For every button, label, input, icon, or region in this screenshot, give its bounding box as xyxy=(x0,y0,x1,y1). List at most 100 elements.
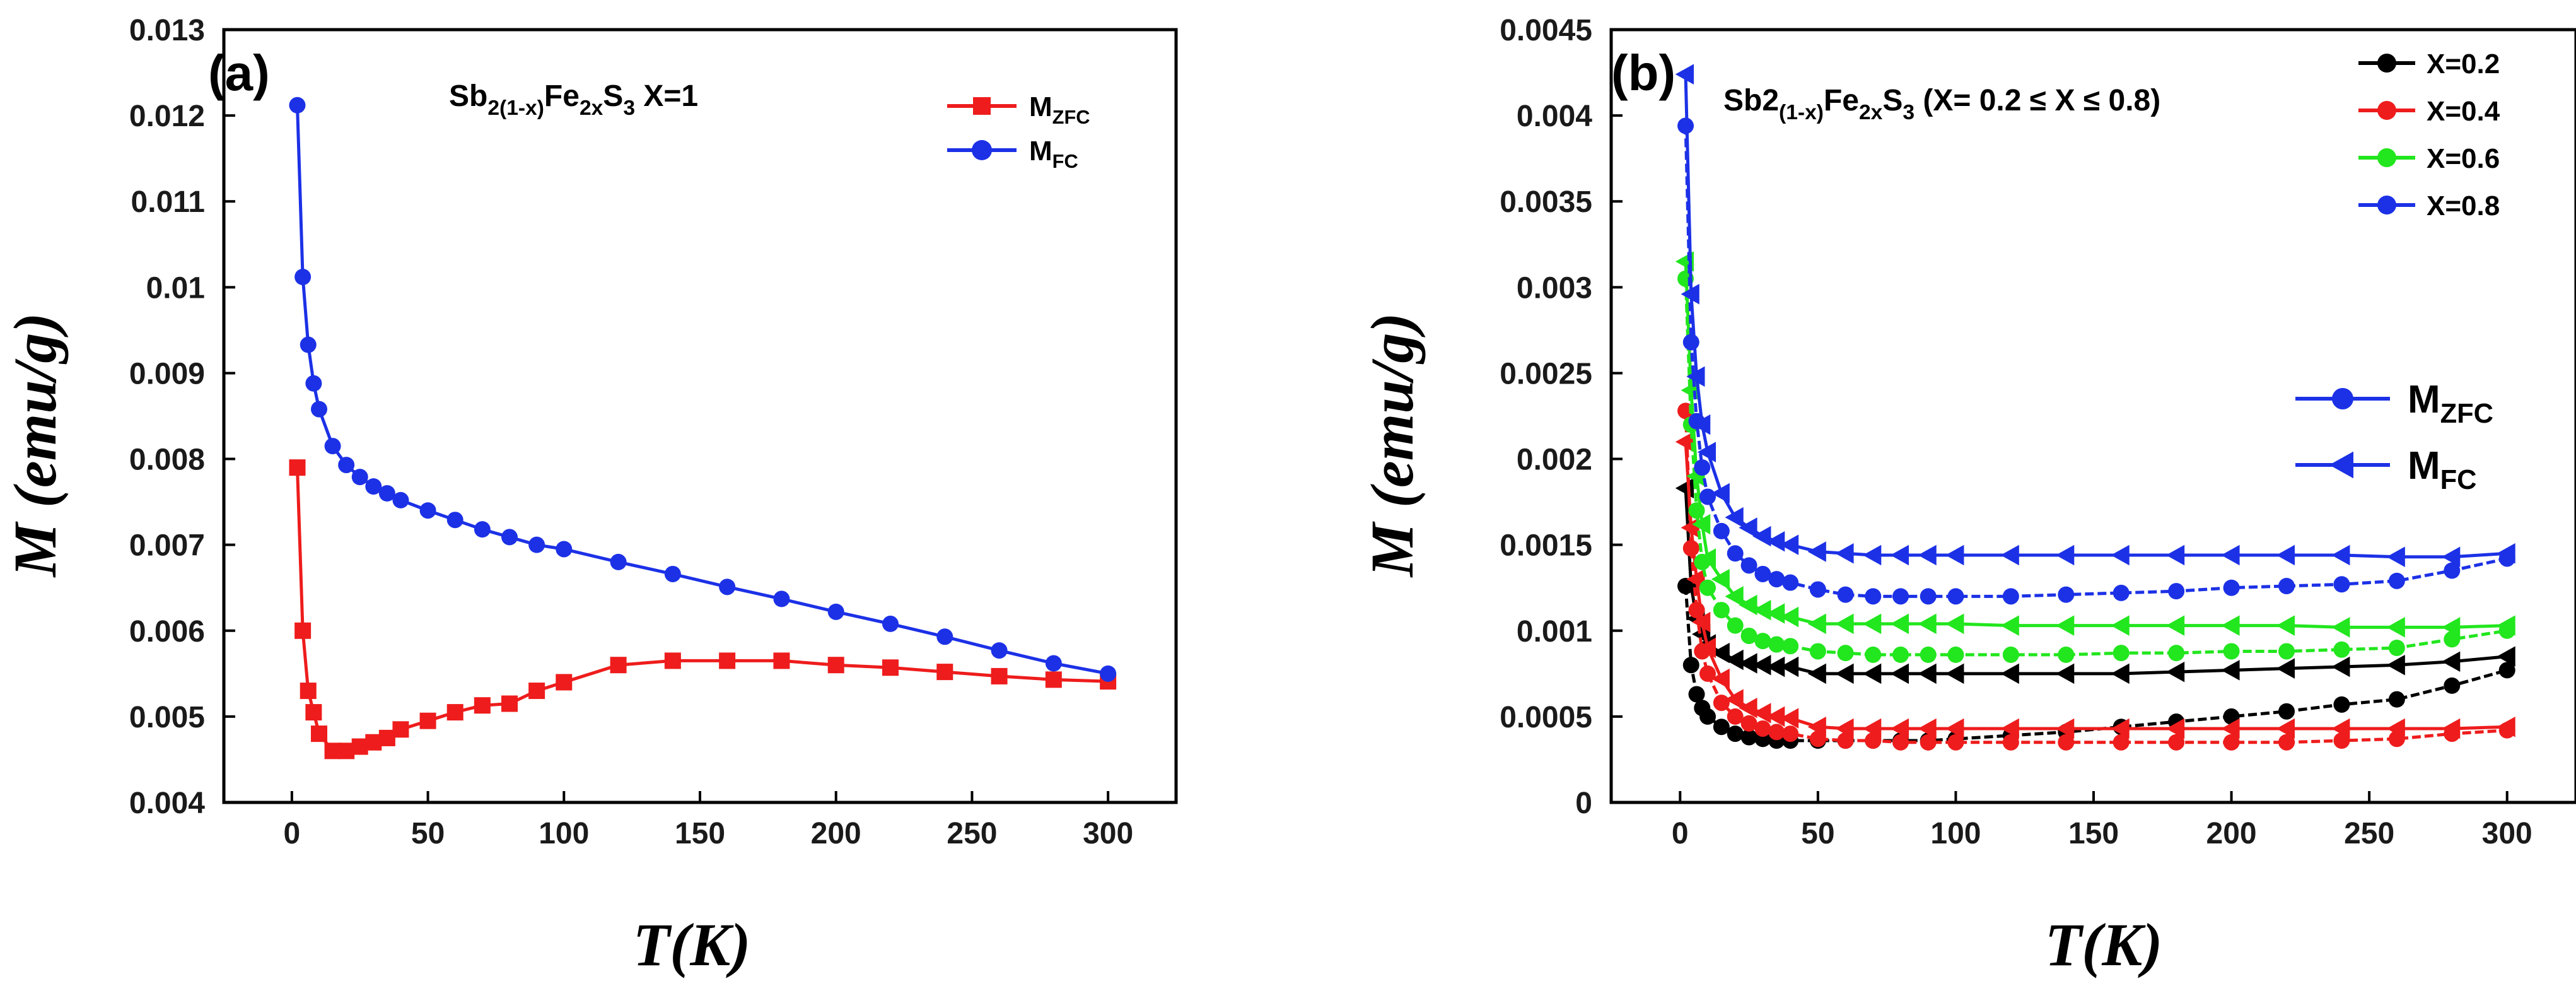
panel-b-data-point xyxy=(1713,602,1730,619)
legend-marker xyxy=(2377,101,2396,120)
panel-a-legend: MZFC MFC xyxy=(947,91,1090,172)
panel-b-data-point xyxy=(2276,718,2295,739)
panel-b-data-point xyxy=(1766,656,1785,678)
panel-b-data-point xyxy=(1890,613,1909,635)
panel-b-data-point xyxy=(1768,636,1785,653)
panel-a-data-point xyxy=(882,659,899,676)
panel-a-formula-end: S xyxy=(603,79,623,113)
panel-b-xlabel: T(K) xyxy=(2045,911,2163,978)
panel-b-data-point xyxy=(1740,557,1757,574)
panel-b-data-point xyxy=(1697,548,1716,569)
panel-a-data-point xyxy=(719,652,736,669)
panel-a-formula-tail: X=1 xyxy=(635,79,698,113)
panel-b-data-point xyxy=(2165,615,2185,636)
type-legend-label-main: M xyxy=(2408,444,2440,488)
panel-a-formula-mid: Fe xyxy=(544,79,580,113)
panel-a-data-point xyxy=(936,628,953,645)
panel-a-xtick-label: 100 xyxy=(539,817,589,850)
panel-b-data-point xyxy=(1766,706,1785,727)
panel-b-data-point xyxy=(2442,617,2461,638)
panel-b-data-point xyxy=(2111,544,2130,566)
panel-b-data-point xyxy=(1837,586,1854,603)
panel-b-formula: Sb2(1-x)Fe2xS3 (X= 0.2 ≤ X ≤ 0.8) xyxy=(1723,84,2160,124)
panel-b-data-point xyxy=(1692,414,1711,435)
type-legend-item-FC: MFC xyxy=(2295,444,2477,495)
panel-a-data-point xyxy=(610,657,627,674)
legend-marker xyxy=(2377,54,2396,73)
panel-b-data-point xyxy=(2056,663,2075,684)
panel-b-xtick-label: 200 xyxy=(2206,817,2257,850)
legend-label-mzfc-main: M xyxy=(1029,91,1052,122)
panel-a-data-point xyxy=(991,667,1008,684)
panel-b-data-point xyxy=(1739,653,1757,674)
panel-b-data-point xyxy=(1711,483,1730,504)
panel-b-data-point xyxy=(1725,689,1744,710)
panel-b-data-point xyxy=(2002,646,2019,663)
panel-a-data-point xyxy=(936,664,953,681)
panel-b-data-point xyxy=(2223,579,2240,596)
panel-a-data-point xyxy=(556,541,573,558)
legend-item-mfc: MFC xyxy=(947,136,1078,172)
panel-a-data-point xyxy=(773,590,790,607)
panel-b-data-point xyxy=(1682,334,1699,351)
panel-b-data-point xyxy=(1890,663,1909,684)
panel-b-data-point xyxy=(1863,663,1882,684)
panel-b-formula-sub3: 3 xyxy=(1903,101,1915,124)
panel-b-data-point xyxy=(2331,544,2350,566)
panel-b-data-point xyxy=(1699,708,1716,725)
type-legend-marker xyxy=(2329,451,2353,479)
panel-b-data-point xyxy=(1752,654,1771,676)
panel-b-data-point xyxy=(1918,718,1937,739)
panel-b-frame xyxy=(1609,28,2576,804)
panel-a-xtick-label: 50 xyxy=(411,817,445,850)
panel-b-data-point xyxy=(2331,656,2350,678)
panel-b-data-point xyxy=(1725,649,1744,671)
panel-b-data-point xyxy=(2333,576,2350,593)
panel-b-data-point xyxy=(2442,718,2461,739)
panel-a-data-point xyxy=(294,269,312,285)
panel-a-formula-base: Sb xyxy=(449,79,487,113)
panel-b-ytick-label: 0 xyxy=(1575,787,1592,820)
panel-b-data-point xyxy=(1809,643,1826,660)
panel-b-data-point xyxy=(1681,283,1699,305)
panel-b-data-point xyxy=(1713,695,1730,712)
panel-b-data-point xyxy=(1863,718,1882,739)
legend-marker xyxy=(2377,196,2396,214)
panel-b-data-point xyxy=(1807,716,1826,737)
panel-a-data-point xyxy=(474,521,491,538)
panel-a-data-point xyxy=(528,536,545,553)
panel-a-ytick-label: 0.012 xyxy=(129,100,205,133)
panel-b-ytick-label: 0.004 xyxy=(1517,100,1592,133)
panel-b-xtick-label: 300 xyxy=(2482,817,2532,850)
panel-a-series-MFC xyxy=(289,97,1117,682)
panel-b-ytick-label: 0.002 xyxy=(1517,443,1592,477)
panel-a-data-point xyxy=(300,336,317,353)
type-legend-label-sub: FC xyxy=(2440,465,2477,495)
panel-b-data-point xyxy=(2221,615,2240,636)
panel-b-data-point xyxy=(1727,708,1744,725)
panel-a-ytick-label: 0.009 xyxy=(129,357,205,390)
panel-b-xtick-label: 250 xyxy=(2344,817,2394,850)
panel-b-data-point xyxy=(2165,544,2185,566)
panel-a-ytick-label: 0.005 xyxy=(129,701,205,734)
panel-b-data-point xyxy=(2111,718,2130,739)
panel-b-data-point xyxy=(1754,720,1771,737)
type-legend-label-main: M xyxy=(2408,378,2440,421)
panel-b-data-point xyxy=(1780,656,1799,678)
panel-a-data-point xyxy=(300,683,317,700)
panel-b-data-point xyxy=(2000,663,2019,684)
panel-a-xlabel: T(K) xyxy=(633,911,751,978)
panel-b-data-point xyxy=(1807,613,1826,635)
panel-b-data-point xyxy=(2165,718,2185,739)
panel-b-data-point xyxy=(2221,718,2240,739)
panel-b-data-point xyxy=(1725,586,1744,607)
panel-b-data-point xyxy=(1697,637,1716,659)
panel-b-data-point xyxy=(1945,613,1964,635)
panel-a-data-point xyxy=(556,674,573,691)
panel-b-data-point xyxy=(2386,546,2405,567)
panel-b-ytick-label: 0.0045 xyxy=(1500,14,1592,47)
panel-b-data-point xyxy=(2113,645,2130,662)
panel-b-label: (b) xyxy=(1611,45,1676,101)
panel-a-data-point xyxy=(1100,665,1117,682)
panel-b-data-point xyxy=(1699,488,1716,505)
